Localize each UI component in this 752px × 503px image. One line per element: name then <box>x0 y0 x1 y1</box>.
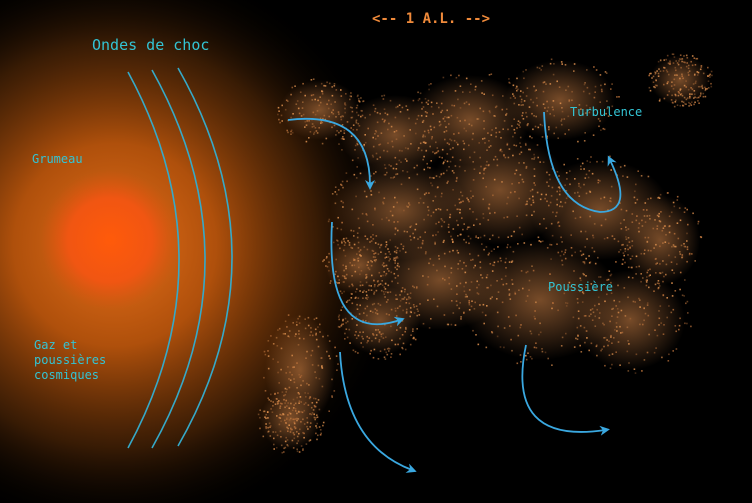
shock-waves-label: Ondes de choc <box>92 36 210 54</box>
dust-blob <box>340 285 420 355</box>
dust-blob <box>505 60 615 140</box>
dust-blob <box>620 195 700 285</box>
flow-arrows <box>287 111 622 473</box>
shock-wave-arc <box>177 67 233 447</box>
dust-label: Poussière <box>548 280 614 294</box>
arrow-icon <box>287 118 375 190</box>
arrow-icon <box>339 351 417 473</box>
shock-waves <box>127 67 233 449</box>
clump-label: Grumeau <box>32 152 83 166</box>
arrow-icon <box>521 344 610 436</box>
dust-blob <box>575 270 685 370</box>
shock-wave-arc <box>151 69 206 449</box>
turbulence-label: Turbulence <box>570 105 643 119</box>
dust-specks <box>257 53 713 454</box>
scale-label: <-- 1 A.L. --> <box>372 11 491 27</box>
shock-wave-arc <box>127 71 180 449</box>
gas-dust-label: Gaz et poussières cosmiques <box>34 338 107 382</box>
arrow-icon <box>543 111 622 213</box>
clump-core <box>38 160 182 320</box>
arrow-icon <box>330 221 405 327</box>
dust-cloud <box>260 55 710 450</box>
